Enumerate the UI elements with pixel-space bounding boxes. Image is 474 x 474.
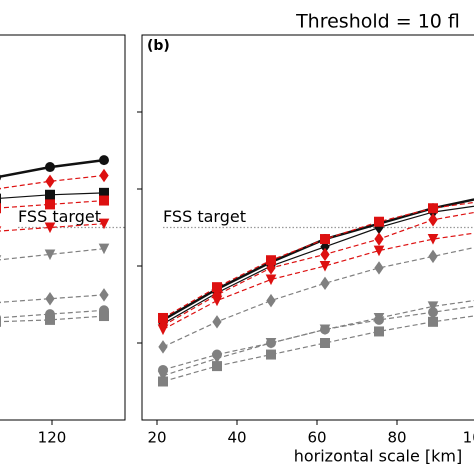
marker <box>374 216 384 227</box>
series-line <box>0 223 105 232</box>
series-line <box>162 315 474 383</box>
series-line <box>0 294 105 303</box>
marker <box>427 301 439 313</box>
marker <box>99 195 109 206</box>
marker <box>99 311 109 322</box>
axes-frame <box>0 34 126 421</box>
marker <box>158 340 168 354</box>
plot-area: FSS target <box>157 198 474 387</box>
marker <box>99 168 109 183</box>
x-tick-label: 60 <box>307 429 326 447</box>
marker <box>320 276 330 291</box>
marker <box>266 349 276 360</box>
axes-frame <box>141 34 474 421</box>
x-tick-label: 20 <box>147 429 166 447</box>
marker <box>428 203 438 214</box>
x-tick-label: 40 <box>227 429 246 447</box>
marker <box>212 315 222 329</box>
marker <box>99 288 109 302</box>
series-line <box>162 232 474 331</box>
series-line <box>0 248 105 261</box>
marker <box>0 226 2 229</box>
marker <box>44 222 56 234</box>
series-line <box>0 200 105 209</box>
x-tick-label: 120 <box>38 429 67 447</box>
marker <box>320 338 330 348</box>
series-line <box>162 305 474 371</box>
marker <box>212 361 222 372</box>
marker <box>374 326 384 337</box>
marker <box>45 291 55 306</box>
x-tick-label: 100 <box>463 429 474 447</box>
marker <box>319 261 331 272</box>
panel-label: (b) <box>147 38 170 54</box>
x-tick-label: 80 <box>387 429 406 447</box>
plot-area: FSS target <box>0 155 125 327</box>
series-line <box>0 309 105 319</box>
marker <box>374 261 384 275</box>
marker <box>265 338 277 349</box>
marker <box>266 261 276 275</box>
marker <box>0 316 1 327</box>
marker <box>45 314 55 325</box>
annotation: FSS target <box>18 207 101 226</box>
marker <box>45 199 55 210</box>
x-axis-label: horizontal scale [km] <box>294 447 463 466</box>
chart-title: Threshold = 10 fl <box>295 11 460 33</box>
marker <box>374 232 384 246</box>
marker <box>45 174 55 189</box>
marker <box>98 243 110 255</box>
marker <box>211 295 223 307</box>
marker <box>0 193 1 204</box>
marker <box>428 249 438 264</box>
marker <box>373 245 385 257</box>
marker <box>320 234 330 245</box>
marker <box>373 312 385 324</box>
marker <box>157 370 169 382</box>
marker <box>45 162 55 173</box>
marker <box>0 174 1 181</box>
marker <box>99 155 109 166</box>
marker <box>427 234 439 245</box>
marker <box>158 376 168 387</box>
marker <box>98 218 110 230</box>
marker <box>45 189 55 200</box>
marker <box>320 247 330 262</box>
marker <box>0 255 2 258</box>
marker <box>44 249 56 261</box>
marker <box>428 316 438 327</box>
marker <box>266 293 276 308</box>
series-line <box>0 315 105 323</box>
marker <box>157 324 169 336</box>
series-line <box>0 174 105 190</box>
marker <box>428 213 438 227</box>
marker <box>265 274 277 286</box>
marker <box>319 324 331 336</box>
marker <box>0 203 1 214</box>
annotation: FSS target <box>163 207 246 226</box>
marker <box>211 353 223 365</box>
series-line <box>162 299 474 377</box>
